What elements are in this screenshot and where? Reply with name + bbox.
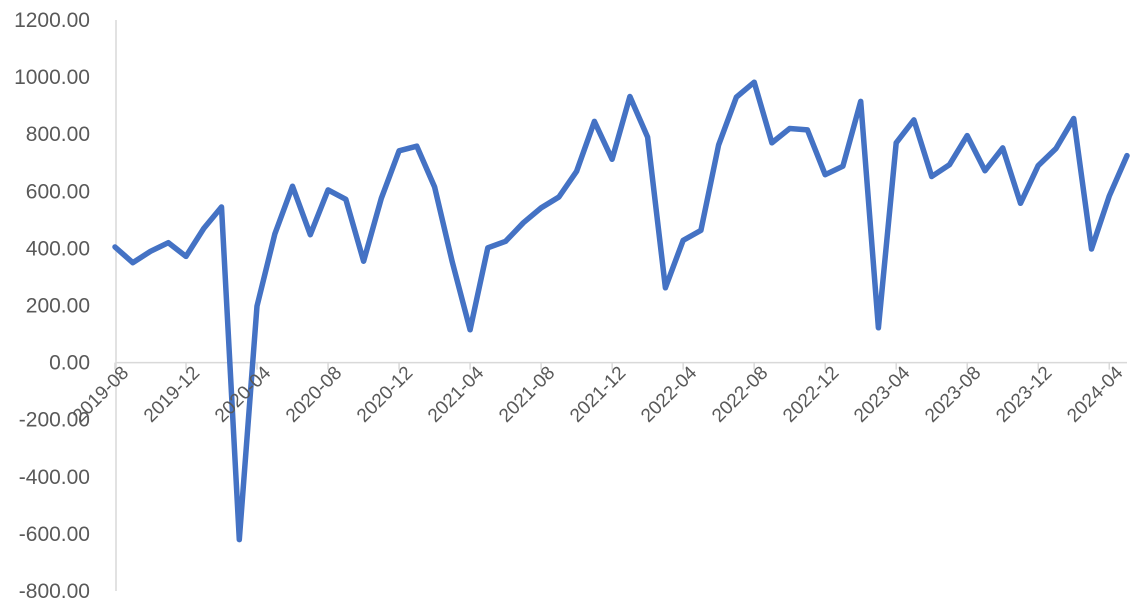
series-line (112, 79, 1130, 543)
series-layer (112, 79, 1130, 543)
x-tick-label: 2023-04 (850, 362, 914, 426)
x-tick-label: 2022-04 (637, 362, 701, 426)
y-axis-tick-labels: 1200.00 1000.00 800.00 600.00 400.00 200.00 0.… (14, 9, 90, 602)
y-tick-label: 200.00 (26, 295, 90, 318)
x-axis-tick-marks (114, 362, 1110, 370)
y-tick-label: 1000.00 (14, 66, 90, 89)
x-tick-label: 2021-08 (495, 363, 559, 427)
y-tick-label: -600.00 (19, 523, 90, 546)
x-tick-label: 2021-04 (424, 362, 488, 426)
y-tick-label: 800.00 (26, 123, 90, 146)
x-tick-label: 2023-12 (992, 363, 1056, 427)
x-tick-label: 2022-12 (779, 363, 843, 427)
y-tick-label: -400.00 (19, 466, 90, 489)
x-tick-label: 2024-04 (1063, 362, 1127, 426)
y-tick-label: -200.00 (19, 409, 90, 432)
x-tick-label: 2020-04 (211, 362, 275, 426)
y-tick-label: 400.00 (26, 237, 90, 260)
x-tick-label: 2023-08 (921, 363, 985, 427)
x-tick-label: 2020-12 (353, 363, 417, 427)
y-tick-label: 1200.00 (14, 9, 90, 32)
y-tick-label: -800.00 (19, 580, 90, 602)
x-tick-label: 2021-12 (566, 363, 630, 427)
y-tick-label: 0.00 (49, 352, 90, 375)
y-tick-label: 600.00 (26, 180, 90, 203)
x-tick-label: 2020-08 (282, 363, 346, 427)
x-tick-label: 2022-08 (708, 363, 772, 427)
x-tick-label: 2019-12 (140, 363, 204, 427)
